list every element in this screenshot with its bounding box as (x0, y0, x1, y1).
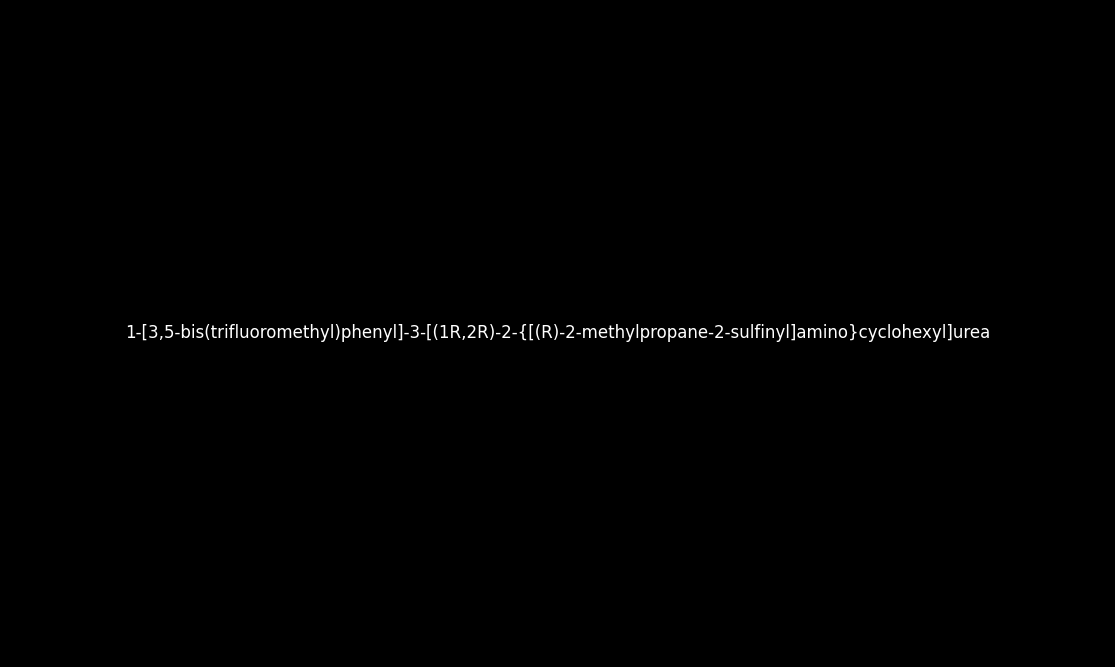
Text: 1-[3,5-bis(trifluoromethyl)phenyl]-3-[(1R,2R)-2-{[(R)-2-methylpropane-2-sulfinyl: 1-[3,5-bis(trifluoromethyl)phenyl]-3-[(1… (125, 325, 990, 342)
